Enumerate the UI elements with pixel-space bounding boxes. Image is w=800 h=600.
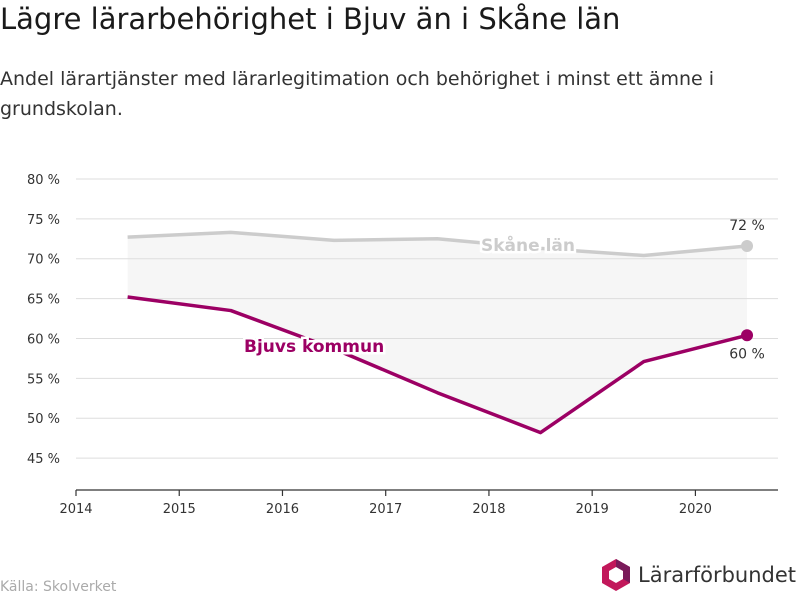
y-tick-label: 55 %: [27, 372, 60, 387]
series-line: [127, 230, 748, 258]
y-tick-label: 50 %: [27, 412, 60, 427]
chart-subtitle: Andel lärartjänster med lärarlegitimatio…: [0, 68, 715, 120]
series-line: [127, 295, 748, 435]
end-point-marker: [741, 239, 754, 252]
x-tick-label: 2014: [59, 502, 92, 517]
y-tick-label: 65 %: [27, 293, 60, 308]
brand-name: Lärarförbundet: [638, 563, 797, 587]
brand-logo: Lärarförbundet: [600, 556, 796, 594]
line-chart: 80 % 75 % 70 % 65 % 60 % 55 % 50 % 45 % 2014 2015…: [27, 173, 778, 517]
series-label: Bjuvs kommun: [244, 337, 384, 357]
data-label: 72 %: [729, 218, 765, 234]
series-label: Skåne län: [481, 234, 575, 256]
x-tick-label: 2015: [163, 502, 196, 517]
y-tick-label: 80 %: [27, 173, 60, 188]
y-tick-label: 75 %: [27, 213, 60, 228]
y-tick-label: 45 %: [27, 452, 60, 467]
x-tick-label: 2019: [576, 502, 609, 517]
x-tick-label: 2018: [472, 502, 505, 517]
shaded-gap-area: [127, 232, 748, 433]
x-tick-label: 2020: [679, 502, 712, 517]
x-tick-label: 2017: [369, 502, 402, 517]
y-tick-label: 60 %: [27, 332, 60, 347]
end-point-marker: [741, 329, 754, 342]
x-tick-label: 2016: [266, 502, 299, 517]
hexagon-logo-icon: [602, 559, 630, 591]
data-label: 60 %: [729, 346, 765, 362]
y-tick-label: 70 %: [27, 253, 60, 268]
source-note: Källa: Skolverket: [0, 579, 117, 595]
chart-title: Lägre lärarbehörighet i Bjuv än i Skåne …: [0, 2, 621, 36]
